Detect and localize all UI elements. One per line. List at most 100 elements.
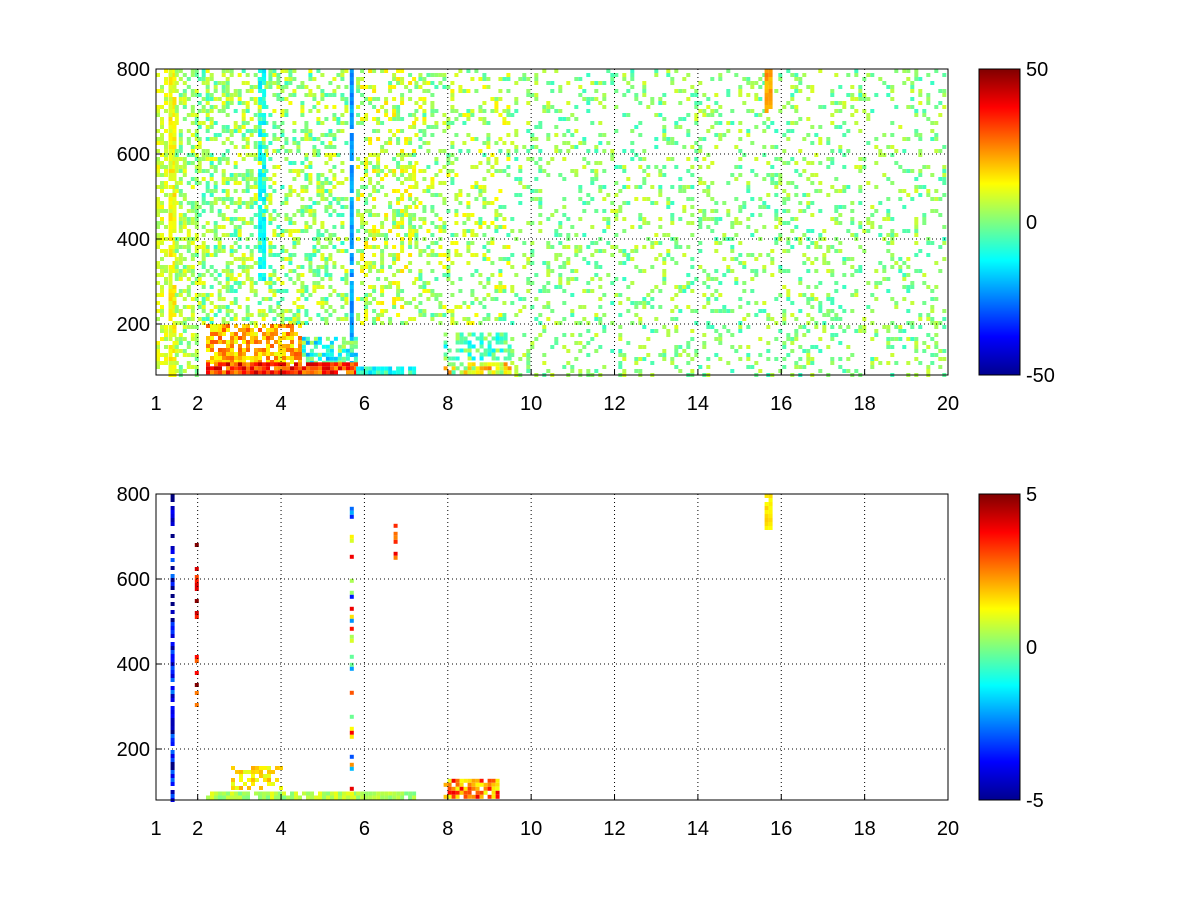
top-heatmap-cell bbox=[910, 169, 915, 173]
top-heatmap-cell bbox=[276, 125, 281, 129]
top-heatmap-cell bbox=[758, 253, 763, 257]
top-heatmap-cell bbox=[376, 245, 381, 249]
top-heatmap-cell bbox=[197, 137, 202, 141]
top-heatmap-cell bbox=[349, 77, 354, 81]
top-heatmap-cell bbox=[850, 309, 855, 313]
top-heatmap-cell bbox=[205, 77, 210, 81]
top-heatmap-cell bbox=[498, 281, 503, 285]
top-heatmap-cell bbox=[160, 293, 164, 297]
top-heatmap-cell bbox=[690, 257, 695, 261]
top-heatmap-cell bbox=[658, 97, 663, 101]
top-heatmap-cell bbox=[534, 125, 539, 129]
top-heatmap-cell bbox=[942, 241, 947, 245]
top-heatmap-cell bbox=[300, 273, 305, 277]
top-heatmap-cell bbox=[818, 301, 823, 305]
top-heatmap-cell bbox=[340, 69, 345, 73]
top-heatmap-cell bbox=[786, 197, 791, 201]
top-heatmap-cell bbox=[225, 181, 230, 185]
top-heatmap-cell bbox=[786, 137, 791, 141]
top-heatmap-cell bbox=[858, 225, 863, 229]
top-heatmap-cell bbox=[618, 349, 623, 353]
top-heatmap-cell bbox=[478, 301, 483, 305]
top-heatmap-cell bbox=[422, 109, 427, 113]
top-heatmap-cell bbox=[296, 321, 301, 325]
top-heatmap-cell bbox=[538, 201, 543, 205]
top-heatmap-cell bbox=[890, 97, 895, 101]
top-heatmap-cell bbox=[498, 77, 503, 81]
top-heatmap-cell bbox=[690, 221, 695, 225]
top-heatmap-cell bbox=[470, 301, 475, 305]
top-heatmap-cell bbox=[674, 329, 679, 333]
top-heatmap-cell bbox=[201, 81, 206, 85]
top-heatmap-cell bbox=[738, 221, 743, 225]
top-heatmap-cell bbox=[562, 333, 567, 337]
top-heatmap-cell bbox=[404, 169, 409, 173]
top-heatmap-cell bbox=[802, 293, 807, 297]
top-heatmap-cell bbox=[466, 117, 471, 121]
top-heatmap-cell bbox=[774, 297, 779, 301]
top-heatmap-cell bbox=[194, 337, 199, 341]
top-heatmap-cell bbox=[934, 197, 939, 201]
top-heatmap-cell bbox=[798, 293, 803, 297]
top-heatmap-cell bbox=[233, 209, 238, 213]
top-heatmap-cell bbox=[225, 105, 230, 109]
top-heatmap-cell bbox=[626, 253, 631, 257]
top-heatmap-cell bbox=[292, 93, 297, 97]
top-heatmap-cell bbox=[442, 265, 447, 269]
top-heatmap-cell bbox=[201, 225, 206, 229]
top-heatmap-cell bbox=[914, 189, 919, 193]
top-heatmap-cell bbox=[364, 137, 369, 141]
top-heatmap-cell bbox=[614, 217, 619, 221]
bottom-heatmap-cell bbox=[170, 750, 175, 754]
top-heatmap-cell bbox=[268, 265, 273, 269]
top-heatmap-cell bbox=[842, 133, 847, 137]
top-heatmap-cell bbox=[434, 193, 439, 197]
top-heatmap-cell bbox=[658, 305, 663, 309]
top-heatmap-cell bbox=[806, 245, 811, 249]
top-heatmap-cell bbox=[341, 356, 346, 361]
top-heatmap-cell bbox=[210, 336, 214, 340]
top-heatmap-cell bbox=[710, 113, 715, 117]
top-heatmap-cell bbox=[242, 360, 246, 364]
top-heatmap-cell bbox=[353, 336, 358, 341]
top-heatmap-cell bbox=[320, 181, 325, 185]
top-heatmap-cell bbox=[300, 137, 305, 141]
top-heatmap-cell bbox=[396, 153, 401, 157]
top-heatmap-cell bbox=[894, 301, 899, 305]
top-heatmap-cell bbox=[254, 352, 258, 356]
bottom-heatmap-cell bbox=[322, 795, 326, 800]
top-heatmap-cell bbox=[172, 253, 177, 257]
top-heatmap-cell bbox=[284, 193, 289, 197]
top-heatmap-cell bbox=[414, 117, 419, 121]
top-heatmap-cell bbox=[507, 356, 512, 361]
top-heatmap-cell bbox=[503, 366, 508, 371]
top-heatmap-cell bbox=[229, 269, 234, 273]
top-heatmap-cell bbox=[346, 362, 350, 367]
top-heatmap-cell bbox=[722, 325, 727, 329]
top-heatmap-cell bbox=[938, 245, 943, 249]
top-heatmap-cell bbox=[276, 253, 281, 257]
top-heatmap-cell bbox=[642, 325, 647, 329]
top-heatmap-cell bbox=[286, 370, 290, 375]
top-heatmap-cell bbox=[186, 245, 191, 249]
top-heatmap-cell bbox=[186, 209, 191, 213]
top-heatmap-cell bbox=[830, 325, 835, 329]
top-heatmap-cell bbox=[778, 269, 783, 273]
top-heatmap-cell bbox=[328, 273, 333, 277]
top-heatmap-cell bbox=[194, 209, 199, 213]
bottom-heatmap-cell bbox=[350, 791, 354, 796]
top-heatmap-cell bbox=[328, 129, 333, 133]
top-heatmap-cell bbox=[614, 209, 619, 213]
top-heatmap-cell bbox=[408, 153, 413, 157]
top-heatmap-cell bbox=[209, 209, 214, 213]
top-heatmap-cell bbox=[418, 309, 423, 313]
top-heatmap-cell bbox=[218, 348, 222, 352]
top-heatmap-cell bbox=[292, 121, 297, 125]
top-heatmap-cell bbox=[206, 324, 210, 328]
top-heatmap-cell bbox=[830, 113, 835, 117]
top-heatmap-cell bbox=[174, 117, 179, 121]
top-heatmap-cell bbox=[384, 149, 389, 153]
bottom-heatmap-cell bbox=[170, 546, 175, 550]
top-heatmap-cell bbox=[686, 97, 691, 101]
